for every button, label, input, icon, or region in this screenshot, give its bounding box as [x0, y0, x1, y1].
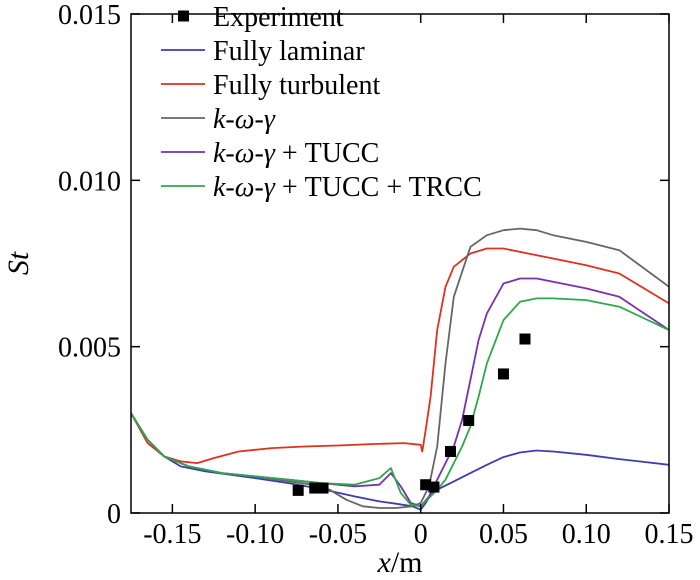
experiment-point [444, 445, 456, 457]
experiment-point [309, 482, 321, 494]
legend-label-suffix: + TUCC [275, 138, 379, 169]
x-axis-title: x/m [377, 546, 423, 579]
plot-frame [130, 13, 670, 514]
legend-label-model: k-ω-γ [213, 138, 276, 169]
legend-label-suffix: + TUCC + TRCC [275, 172, 482, 203]
x-axis-title-unit: /m [391, 546, 423, 579]
legend-label-turbulent: Fully turbulent [213, 70, 380, 101]
experiment-point [317, 482, 329, 494]
legend-marker-experiment [178, 10, 189, 22]
series-line-0 [131, 412, 669, 511]
x-tick-label: -0.10 [226, 519, 284, 550]
legend-label-model: k-ω-γ [213, 172, 276, 203]
legend-label-kwg: k-ω-γ [213, 104, 276, 135]
experiment-point [428, 481, 440, 493]
legend-label-experiment: Experiment [213, 2, 344, 33]
experiment-point [497, 368, 509, 380]
series-line-4 [131, 297, 669, 508]
series-line-2 [131, 227, 669, 509]
x-axis: -0.15 -0.10 -0.05 0 0.05 0.10 0.15 [143, 14, 694, 550]
experiment-point [292, 484, 304, 496]
legend-label-kwg_tucc_trcc: k-ω-γ + TUCC + TRCC [213, 172, 482, 203]
experiment-point [463, 415, 475, 427]
series-layer [131, 227, 669, 511]
x-tick-label: 0.05 [479, 519, 528, 550]
x-tick-label: 0.10 [562, 519, 611, 550]
x-axis-title-var: x [377, 546, 392, 579]
x-tick-label: 0 [414, 519, 428, 550]
y-tick-label: 0.005 [58, 333, 121, 364]
y-tick-label: 0.010 [58, 166, 121, 197]
x-tick-label: -0.15 [143, 519, 201, 550]
y-tick-label: 0 [107, 499, 121, 530]
y-tick-label: 0.015 [58, 0, 121, 31]
legend-label-model: k-ω-γ [213, 104, 276, 135]
x-tick-label: -0.05 [309, 519, 367, 550]
x-tick-label: 0.15 [645, 519, 694, 550]
series-line-1 [131, 247, 669, 465]
y-axis: 0 0.005 0.010 0.015 [58, 0, 669, 530]
legend-label-laminar: Fully laminar [213, 36, 365, 67]
experiment-point [519, 333, 531, 345]
legend-label-kwg_tucc: k-ω-γ + TUCC [213, 138, 379, 169]
experiment-point [420, 479, 432, 491]
y-axis-title: St [2, 251, 35, 275]
experiment-markers [292, 333, 531, 496]
